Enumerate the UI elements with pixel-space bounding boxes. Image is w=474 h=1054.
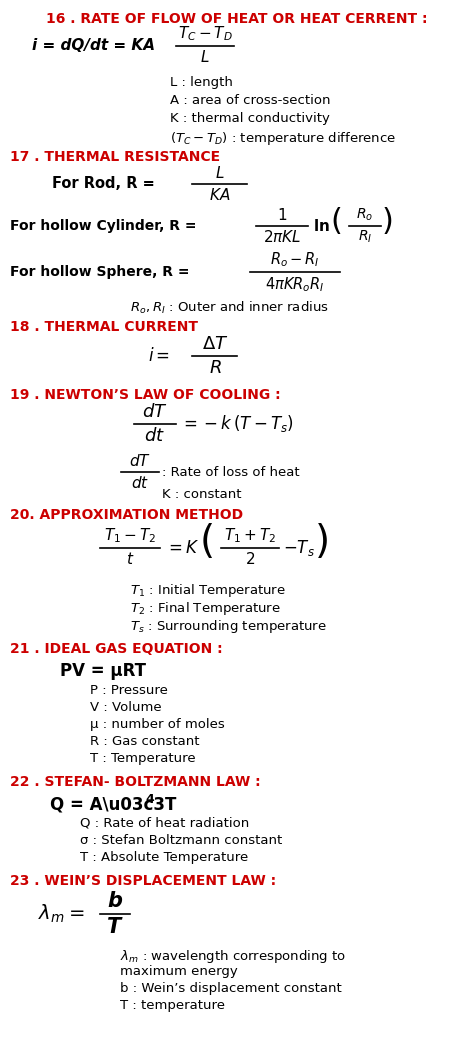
Text: $- T_s$: $- T_s$ [283,538,315,558]
Text: $R_o, R_I$ : Outer and inner radius: $R_o, R_I$ : Outer and inner radius [130,300,329,316]
Text: Q = A\u03c3T: Q = A\u03c3T [50,795,176,813]
Text: $dt$: $dt$ [131,475,149,491]
Text: (: ( [200,523,215,561]
Text: For hollow Sphere, R =: For hollow Sphere, R = [10,265,190,279]
Text: $1$: $1$ [277,207,287,223]
Text: 16 . RATE OF FLOW OF HEAT OR HEAT CERRENT :: 16 . RATE OF FLOW OF HEAT OR HEAT CERREN… [46,12,428,26]
Text: T : Absolute Temperature: T : Absolute Temperature [80,851,248,864]
Text: For hollow Cylinder, R =: For hollow Cylinder, R = [10,219,197,233]
Text: $\lambda_m$ : wavelength corresponding to: $\lambda_m$ : wavelength corresponding t… [120,948,346,965]
Text: i = dQ/dt = KA: i = dQ/dt = KA [32,39,155,54]
Text: $t$: $t$ [126,551,134,567]
Text: 19 . NEWTON’S LAW OF COOLING :: 19 . NEWTON’S LAW OF COOLING : [10,388,281,402]
Text: $= K$: $= K$ [165,539,200,557]
Text: $4\pi K R_o R_I$: $4\pi K R_o R_I$ [265,275,325,294]
Text: $T_1 + T_2$: $T_1 + T_2$ [224,526,276,545]
Text: L : length: L : length [170,76,233,89]
Text: σ : Stefan Boltzmann constant: σ : Stefan Boltzmann constant [80,834,282,847]
Text: $\Delta T$: $\Delta T$ [202,335,228,353]
Text: $L$: $L$ [200,48,210,65]
Text: b : Wein’s displacement constant: b : Wein’s displacement constant [120,982,342,995]
Text: $L$: $L$ [215,165,225,181]
Text: A : area of cross-section: A : area of cross-section [170,94,330,108]
Text: maximum energy: maximum energy [120,965,238,978]
Text: PV = μRT: PV = μRT [60,662,146,680]
Text: ): ) [315,523,330,561]
Text: $R_o$: $R_o$ [356,207,374,223]
Text: P : Pressure: P : Pressure [90,684,168,697]
Text: $KA$: $KA$ [210,187,231,203]
Text: T : temperature: T : temperature [120,999,225,1012]
Text: $2\pi KL$: $2\pi KL$ [263,229,301,245]
Text: $\boldsymbol{T}$: $\boldsymbol{T}$ [106,917,124,937]
Text: V : Volume: V : Volume [90,701,162,714]
Text: 4: 4 [145,793,154,806]
Text: $T_1$ : Initial Temperature: $T_1$ : Initial Temperature [130,582,286,599]
Text: $\mathbf{ln}$: $\mathbf{ln}$ [313,218,330,234]
Text: $dT$: $dT$ [129,453,151,469]
Text: $T_2$ : Final Temperature: $T_2$ : Final Temperature [130,600,281,617]
Text: 21 . IDEAL GAS EQUATION :: 21 . IDEAL GAS EQUATION : [10,642,223,656]
Text: (: ( [330,207,342,235]
Text: $T_1 - T_2$: $T_1 - T_2$ [104,526,156,545]
Text: $i =$: $i =$ [148,347,170,365]
Text: $dT$: $dT$ [142,403,168,421]
Text: 18 . THERMAL CURRENT: 18 . THERMAL CURRENT [10,320,198,334]
Text: $= -k\,(T - T_s)$: $= -k\,(T - T_s)$ [180,413,294,434]
Text: K : thermal conductivity: K : thermal conductivity [170,112,330,125]
Text: $R$: $R$ [209,359,221,377]
Text: K : constant: K : constant [162,488,241,501]
Text: $T_C - T_D$: $T_C - T_D$ [178,24,232,43]
Text: $R_I$: $R_I$ [358,229,372,246]
Text: $T_s$ : Surrounding temperature: $T_s$ : Surrounding temperature [130,618,327,635]
Text: $dt$: $dt$ [145,427,165,445]
Text: : Rate of loss of heat: : Rate of loss of heat [162,466,300,479]
Text: 20. APPROXIMATION METHOD: 20. APPROXIMATION METHOD [10,508,243,522]
Text: 22 . STEFAN- BOLTZMANN LAW :: 22 . STEFAN- BOLTZMANN LAW : [10,775,261,789]
Text: R : Gas constant: R : Gas constant [90,735,200,748]
Text: 23 . WEIN’S DISPLACEMENT LAW :: 23 . WEIN’S DISPLACEMENT LAW : [10,874,276,889]
Text: 17 . THERMAL RESISTANCE: 17 . THERMAL RESISTANCE [10,150,220,164]
Text: $R_o - R_I$: $R_o - R_I$ [270,250,320,269]
Text: $\boldsymbol{b}$: $\boldsymbol{b}$ [107,891,123,911]
Text: $(T_C - T_D)$ : temperature difference: $(T_C - T_D)$ : temperature difference [170,130,396,147]
Text: For Rod, R =: For Rod, R = [52,176,155,192]
Text: μ : number of moles: μ : number of moles [90,718,225,731]
Text: $\lambda_m =$: $\lambda_m =$ [38,903,84,925]
Text: Q : Rate of heat radiation: Q : Rate of heat radiation [80,817,249,829]
Text: ): ) [382,207,394,235]
Text: $2$: $2$ [245,551,255,567]
Text: T : Temperature: T : Temperature [90,752,196,765]
